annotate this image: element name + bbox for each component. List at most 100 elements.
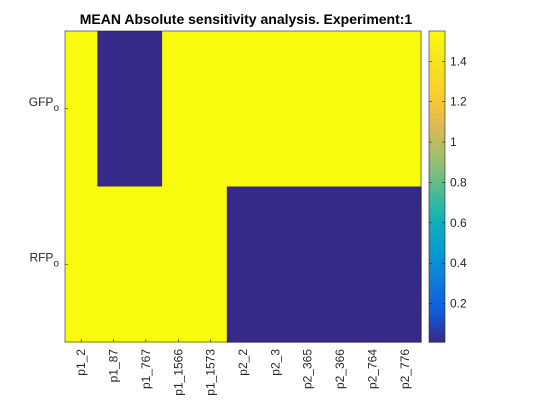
colorbar-segment [429,69,445,76]
colorbar-segment [429,288,445,295]
colorbar-segment [429,235,445,241]
colorbar-segment [429,157,445,163]
colorbar-segment [429,171,445,178]
colorbar-frame [428,30,446,343]
colorbar-segment [429,113,445,120]
heatmap-cell-r0-c4 [194,31,228,188]
colorbar-segment [429,298,445,304]
heatmap-cell-r1-c4 [194,186,228,343]
colorbar-segment [429,332,445,338]
colorbar-segment [429,40,445,47]
colorbar-segment [429,128,445,134]
colorbar-segment [429,303,445,309]
y-tick-label: GFPo [29,95,60,114]
heatmap-cell-r0-c2 [129,31,163,188]
colorbar-segment [429,118,445,124]
colorbar-segment [429,31,445,37]
colorbar-segment [429,317,445,324]
colorbar-segment [429,45,445,52]
x-tick-label: p2_2 [236,349,250,376]
y-tick-label-subscript: o [53,103,59,114]
colorbar-segment [429,152,445,158]
colorbar-segment [429,210,445,217]
colorbar-segment [429,259,445,265]
x-tick-label: p2_365 [301,349,315,389]
colorbar-segment [429,99,445,105]
colorbar-segment [429,191,445,197]
colorbar-segment [429,244,445,251]
x-tick-label: p1_87 [107,349,121,383]
heatmap-cell-r0-c10 [388,31,422,188]
colorbar-tick-label: 0.6 [450,216,467,230]
colorbar-segment [429,84,445,90]
colorbar-segment [429,249,445,256]
x-tick-label: p2_764 [365,349,379,389]
heatmap-cell-r1-c10 [388,186,422,343]
heatmap-cell-r1-c5 [226,186,260,343]
colorbar-segment [429,312,445,319]
x-tick-label: p2_366 [333,349,347,389]
heatmap-cell-r1-c1 [97,186,131,343]
heatmap-cell-r1-c3 [162,186,196,343]
colorbar-tick-label: 1.4 [450,54,467,68]
colorbar-segment [429,196,445,202]
colorbar-segment [429,278,445,285]
colorbar-segment [429,186,445,192]
colorbar-segment [429,108,445,115]
colorbar-segment [429,147,445,154]
colorbar-segment [429,50,445,56]
heatmap-cell-r0-c8 [323,31,357,188]
colorbar-tick-label: 1.2 [450,95,467,109]
colorbar-segment [429,79,445,86]
colorbar-segment [429,35,445,42]
colorbar-tick-label: 0.4 [450,256,467,270]
colorbar: 0.2 0.4 0.6 0.8 1 1.2 1.4 [428,30,467,343]
heatmap-cell-r0-c9 [356,31,390,188]
y-tick-label-main: RFP [29,250,53,264]
colorbar-segment [429,162,445,168]
x-tick-label: p1_767 [139,349,153,389]
colorbar-segment [429,293,445,299]
colorbar-segment [429,167,445,173]
heatmap-cell-r0-c0 [65,31,98,188]
colorbar-segment [429,89,445,95]
colorbar-segment [429,264,445,270]
colorbar-segment [429,220,445,226]
heatmap-cell-r0-c1 [97,31,131,188]
heatmap-cell-r1-c9 [356,186,390,343]
colorbar-segment [429,215,445,222]
colorbar-segment [429,137,445,144]
colorbar-segment [429,181,445,188]
colorbar-segment [429,230,445,236]
chart-title: MEAN Absolute sensitivity analysis. Expe… [80,11,413,27]
heatmap-cell-r1-c0 [65,186,98,343]
heatmap-cell-r0-c6 [259,31,293,188]
colorbar-segment [429,142,445,149]
heatmap-cell-r1-c7 [291,186,325,343]
heatmap-cell-r0-c5 [226,31,260,188]
y-tick-label-main: GFP [29,95,54,109]
x-tick-label: p1_1573 [204,349,218,396]
axes: p1_2 p1_87 p1_767 p1_1566 p1_1573 p2_2 p2_3 p2_… [29,30,422,396]
colorbar-segment [429,322,445,329]
colorbar-segment [429,283,445,290]
colorbar-segment [429,254,445,260]
colorbar-segment [429,273,445,280]
colorbar-segment [429,205,445,212]
colorbar-tick-label: 0.2 [450,297,467,311]
y-tick-label-subscript: o [53,258,59,269]
colorbar-segment [429,74,445,81]
colorbar-segment [429,327,445,333]
colorbar-segment [429,65,445,71]
colorbar-segment [429,123,445,129]
heatmap-cell-r1-c8 [323,186,357,343]
colorbar-segment [429,60,445,66]
colorbar-tick-label: 0.8 [450,175,467,189]
colorbar-tick-label: 1 [450,135,457,149]
colorbar-segment [429,225,445,231]
y-tick-label: RFPo [29,250,59,269]
x-tick-label: p1_1566 [171,349,185,396]
x-tick-label: p2_776 [398,349,412,389]
colorbar-segment [429,307,445,314]
